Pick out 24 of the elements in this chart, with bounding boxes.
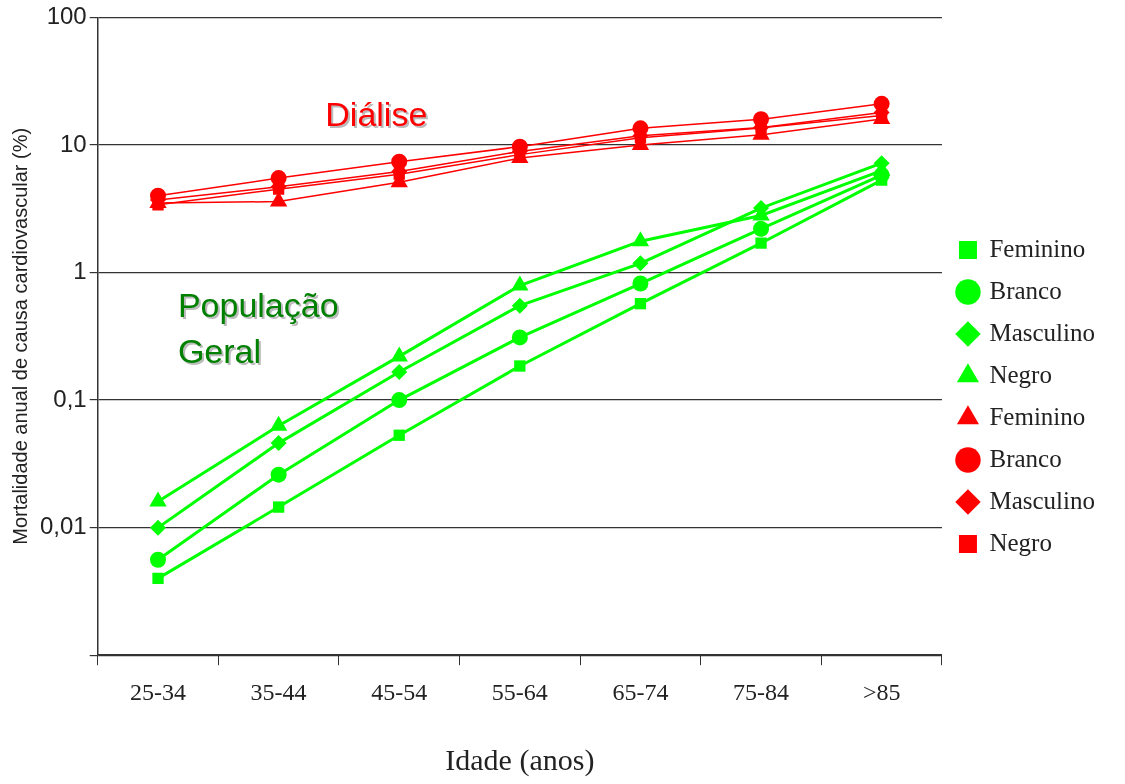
legend-label: Feminino: [989, 402, 1086, 430]
y-axis-title: Mortalidade anual de causa cardiovascular (%): [8, 127, 31, 545]
legend-label: Feminino: [989, 234, 1086, 262]
legend-label: Branco: [989, 444, 1062, 472]
legend-label: Negro: [989, 528, 1052, 556]
y-tick-label: 0,1: [53, 384, 87, 412]
y-tick-label: 10: [60, 129, 87, 157]
x-tick-label: 45-54: [371, 678, 428, 705]
x-tick-label: 65-74: [612, 678, 669, 705]
x-tick-label: >85: [862, 678, 901, 705]
legend-label: Branco: [989, 276, 1062, 304]
y-tick-label: 100: [46, 2, 87, 30]
y-tick-label: 1: [73, 257, 87, 285]
legend-label: Negro: [989, 360, 1052, 388]
x-tick-label: 35-44: [250, 678, 307, 705]
x-tick-label: 55-64: [491, 678, 548, 705]
y-tick-label: 0,01: [39, 512, 87, 540]
annotation: Diálise: [327, 96, 430, 135]
x-axis-title: Idade (anos): [445, 742, 595, 777]
legend-label: Masculino: [989, 486, 1095, 514]
annotation: População Geral: [177, 285, 339, 372]
x-tick-label: 25-34: [130, 678, 187, 705]
x-tick-label: 75-84: [733, 678, 790, 705]
legend-label: Masculino: [989, 318, 1095, 346]
